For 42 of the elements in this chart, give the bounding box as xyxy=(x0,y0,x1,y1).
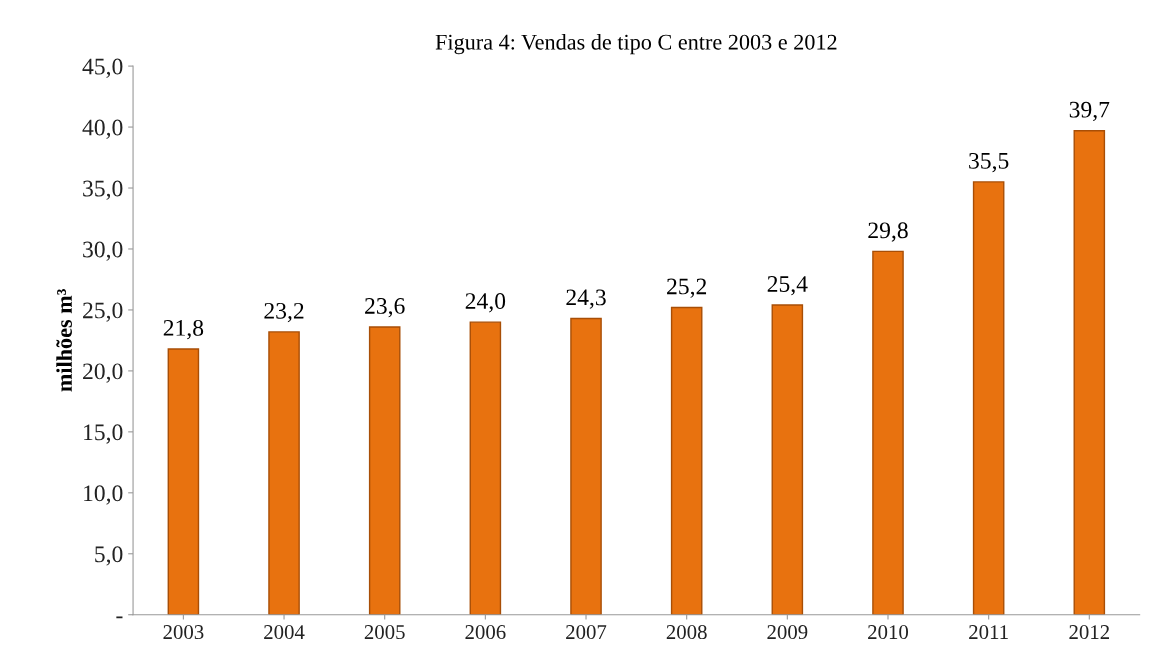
bar xyxy=(972,181,1005,615)
data-label: 29,8 xyxy=(868,222,908,242)
bar xyxy=(670,306,703,615)
data-label: 23,2 xyxy=(264,302,304,323)
x-tick-label: 2012 xyxy=(1069,625,1109,640)
x-tick-label: 2008 xyxy=(666,625,707,640)
y-axis-title: milhões m³ xyxy=(56,289,72,392)
y-tick-label: 45,0 xyxy=(82,58,123,78)
data-label: 25,4 xyxy=(767,276,808,296)
x-tick-label: 2011 xyxy=(969,625,1008,640)
x-tick-label: 2003 xyxy=(163,625,204,640)
y-tick-label: 30,0 xyxy=(83,241,123,261)
bar xyxy=(268,331,300,615)
bar xyxy=(872,250,904,615)
x-tick-label: 2007 xyxy=(566,625,607,640)
data-label: 24,3 xyxy=(566,289,606,309)
y-tick-label: 35,0 xyxy=(83,180,123,200)
y-tick-label: 20,0 xyxy=(83,363,123,383)
data-label: 39,7 xyxy=(1069,101,1110,121)
x-tick-label: 2009 xyxy=(767,625,808,640)
data-label: 35,5 xyxy=(969,152,1009,173)
x-tick-label: 2004 xyxy=(264,625,305,640)
y-tick-label: 5,0 xyxy=(95,546,123,566)
bar xyxy=(469,321,502,615)
bar xyxy=(167,348,200,615)
y-tick-label: 10,0 xyxy=(84,485,123,505)
data-label: 23,6 xyxy=(365,298,405,318)
x-tick-label: 2006 xyxy=(465,625,506,640)
x-tick-label: 2005 xyxy=(364,625,405,640)
y-tick-label: - xyxy=(116,616,123,619)
chart-title: Figura 4: Vendas de tipo C entre 2003 e 2012 xyxy=(435,34,837,55)
data-label: 24,0 xyxy=(465,293,506,313)
bar xyxy=(570,317,602,615)
y-tick-label: 25,0 xyxy=(83,302,123,322)
data-label: 21,8 xyxy=(163,319,204,340)
bar xyxy=(1073,130,1106,615)
y-tick-label: 15,0 xyxy=(84,424,123,444)
data-label: 25,2 xyxy=(667,278,707,298)
bar xyxy=(368,326,401,615)
y-tick-label: 40,0 xyxy=(82,119,123,139)
x-tick-label: 2010 xyxy=(868,625,909,640)
bar xyxy=(771,304,804,615)
